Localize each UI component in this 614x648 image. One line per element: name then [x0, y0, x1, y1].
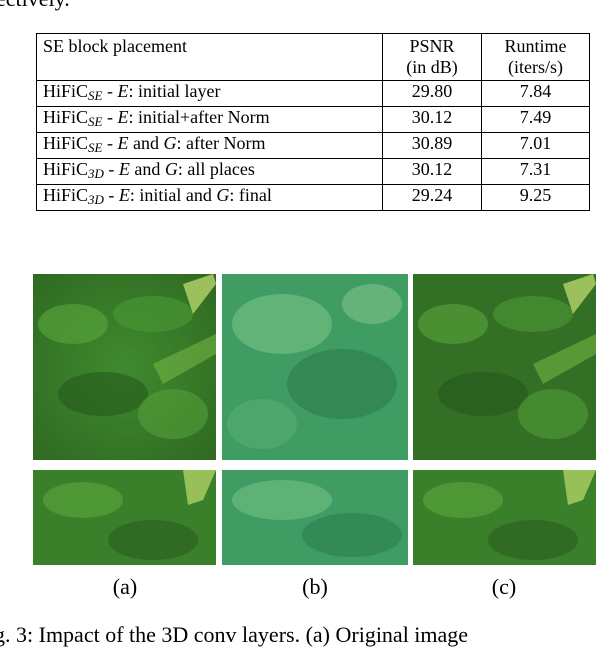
- caption-b: (b): [302, 574, 328, 599]
- caption-c: (c): [491, 574, 517, 599]
- table-header-row: SE block placement PSNR (in dB) Runtime …: [36, 33, 590, 81]
- image-a-main: [33, 274, 216, 460]
- row-runtime: 7.31: [481, 158, 590, 185]
- image-c-crop: [413, 470, 596, 565]
- image-c-main: [413, 274, 596, 460]
- row-runtime: 7.84: [481, 80, 590, 107]
- results-table: SE block placement PSNR (in dB) Runtime …: [36, 33, 590, 211]
- table-row: HiFiCSE - E: initial layer 29.80 7.84: [36, 80, 590, 107]
- row-placement: HiFiCSE - E: initial layer: [36, 80, 383, 107]
- row-psnr: 29.80: [382, 80, 482, 107]
- header-placement: SE block placement: [36, 33, 383, 81]
- row-placement: HiFiC3D - E: initial and G: final: [36, 184, 383, 211]
- image-b-main: [222, 274, 408, 460]
- image-b-crop: [222, 470, 408, 565]
- caption-a: (a): [112, 574, 138, 599]
- row-placement: HiFiCSE - E and G: after Norm: [36, 132, 383, 159]
- table-row: HiFiCSE - E: initial+after Norm 30.12 7.…: [36, 106, 590, 133]
- header-psnr: PSNR (in dB): [382, 33, 482, 81]
- row-runtime: 7.01: [481, 132, 590, 159]
- table-row: HiFiC3D - E: initial and G: final 29.24 …: [36, 184, 590, 211]
- image-a-crop: [33, 470, 216, 565]
- header-runtime: Runtime (iters/s): [481, 33, 590, 81]
- row-psnr: 30.12: [382, 106, 482, 133]
- row-placement: HiFiC3D - E and G: all places: [36, 158, 383, 185]
- table-row: HiFiC3D - E and G: all places 30.12 7.31: [36, 158, 590, 185]
- figure-caption-fragment: g. 3: Impact of the 3D conv layers. (a) …: [0, 622, 469, 647]
- row-runtime: 7.49: [481, 106, 590, 133]
- table-row: HiFiCSE - E and G: after Norm 30.89 7.01: [36, 132, 590, 159]
- row-psnr: 29.24: [382, 184, 482, 211]
- preceding-text-fragment: ectively.: [0, 0, 70, 12]
- row-psnr: 30.12: [382, 158, 482, 185]
- row-psnr: 30.89: [382, 132, 482, 159]
- row-runtime: 9.25: [481, 184, 590, 211]
- row-placement: HiFiCSE - E: initial+after Norm: [36, 106, 383, 133]
